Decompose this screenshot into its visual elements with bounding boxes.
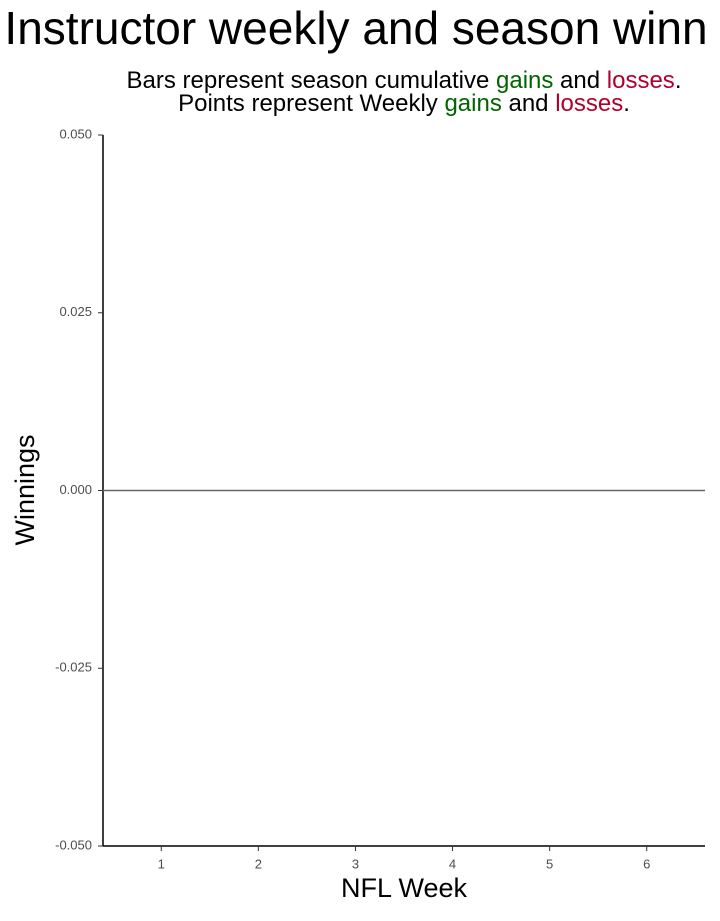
subtitle-segment: and [502, 90, 555, 117]
subtitle-segment: gains [444, 90, 501, 117]
x-tick-label: 3 [352, 856, 359, 871]
subtitle-segment: and [553, 67, 606, 94]
subtitle-segment: losses [607, 67, 675, 94]
y-tick-label: 0.050 [59, 126, 92, 141]
y-tick-label: 0.000 [59, 482, 92, 497]
subtitle-segment: losses [555, 90, 623, 117]
subtitle-segment: Points represent Weekly [178, 90, 444, 117]
subtitle-segment: . [675, 67, 682, 94]
y-axis-title: Winnings [10, 434, 40, 545]
x-tick-label: 4 [449, 856, 456, 871]
y-tick-label: -0.050 [55, 837, 92, 852]
x-tick-label: 5 [546, 856, 553, 871]
subtitle-segment: Bars represent season cumulative [127, 67, 497, 94]
x-tick-label: 1 [158, 856, 165, 871]
x-tick-label: 2 [255, 856, 262, 871]
x-axis-title: NFL Week [341, 873, 468, 903]
y-tick-label: 0.025 [59, 304, 92, 319]
subtitle-segment: gains [496, 67, 553, 94]
subtitle-segment: . [623, 90, 630, 117]
subtitle: Points represent Weekly gains and losses… [178, 90, 630, 117]
x-tick-label: 6 [643, 856, 650, 871]
chart-title: Instructor weekly and season winn [4, 2, 707, 54]
subtitle: Bars represent season cumulative gains a… [127, 67, 682, 94]
y-tick-label: -0.025 [55, 660, 92, 675]
